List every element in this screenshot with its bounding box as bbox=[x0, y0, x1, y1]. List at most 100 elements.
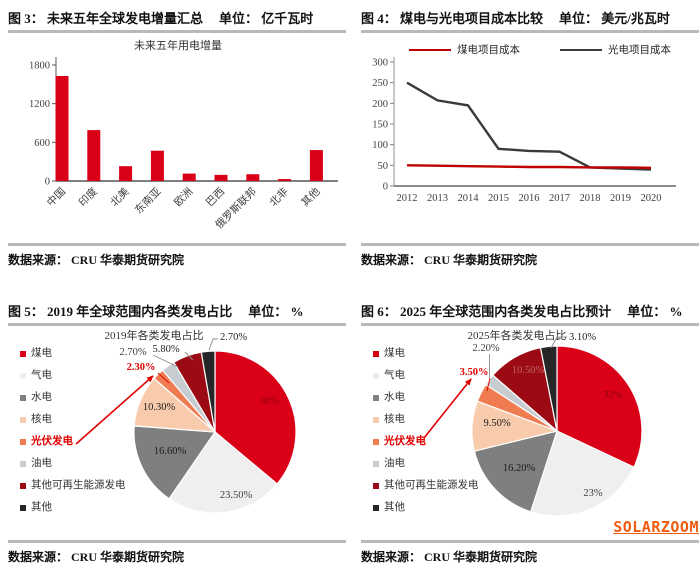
pie-slice-煤电 bbox=[214, 350, 297, 485]
legend-label: 光伏发电 bbox=[31, 436, 73, 447]
legend-item-光伏发电: 光伏发电 bbox=[20, 435, 126, 448]
figure-6: 图 6： 2025 年全球范围内各类发电占比预计 单位： % SOLARZOOM… bbox=[361, 301, 699, 565]
legend-item-水电: 水电 bbox=[20, 391, 126, 404]
legend-item-其他: 其他 bbox=[20, 501, 126, 514]
legend-swatch bbox=[373, 460, 379, 467]
figure-6-source: 数据来源： CRU 华泰期货研究院 bbox=[361, 550, 537, 564]
legend-item-水电: 水电 bbox=[373, 391, 479, 404]
solar-callout-arrow bbox=[423, 378, 472, 439]
slice-label-煤电: 36% bbox=[260, 396, 280, 407]
legend-item: 光电项目成本 bbox=[560, 42, 671, 57]
divider bbox=[361, 243, 699, 246]
pie-slice-气电 bbox=[529, 430, 635, 517]
legend-item-煤电: 煤电 bbox=[20, 347, 126, 360]
chart-label: 150 bbox=[372, 120, 388, 131]
bar-巴西 bbox=[214, 174, 228, 181]
line-chart-fig4: 煤电项目成本 光电项目成本 0 50 100 150 200 250 300 2012 2013 20… bbox=[361, 33, 699, 241]
chart-label: 200 bbox=[372, 99, 388, 110]
chart-label: 1800 bbox=[29, 61, 50, 72]
x-label: 北非 bbox=[267, 185, 291, 209]
slice-label-油电: 2.20% bbox=[472, 343, 499, 354]
divider bbox=[361, 540, 699, 543]
legend-line-swatch bbox=[409, 48, 451, 51]
bar-印度 bbox=[87, 130, 101, 181]
slice-label-水电: 16.20% bbox=[503, 463, 536, 474]
legend-item-核电: 核电 bbox=[373, 413, 479, 426]
x-label: 2012 bbox=[397, 193, 418, 204]
series-line-煤电项目成本 bbox=[406, 164, 652, 169]
legend-swatch bbox=[373, 482, 379, 489]
legend-swatch bbox=[373, 394, 379, 401]
bar-东南亚 bbox=[150, 150, 164, 181]
chart-label: 0 bbox=[45, 177, 50, 188]
slice-label-核电: 9.50% bbox=[483, 418, 510, 429]
divider bbox=[8, 540, 346, 543]
legend-label: 核电 bbox=[384, 414, 405, 425]
legend-item-核电: 核电 bbox=[20, 413, 126, 426]
x-label: 巴西 bbox=[204, 186, 227, 209]
legend-item-其他可再生能源发电: 其他可再生能源发电 bbox=[373, 479, 479, 492]
figure-5-title: 图 5： 2019 年全球范围内各类发电占比 单位： % bbox=[8, 301, 346, 321]
legend-item-油电: 油电 bbox=[373, 457, 479, 470]
legend-label: 油电 bbox=[31, 458, 52, 469]
x-label: 2020 bbox=[641, 193, 662, 204]
legend-swatch bbox=[373, 438, 379, 445]
label-leader bbox=[152, 354, 179, 368]
figure-3-unit: 单位： 亿千瓦时 bbox=[219, 11, 314, 26]
pie-legend: 煤电 气电 水电 核电 光伏发电 油电 其他可再生能源发电 其他 bbox=[373, 347, 479, 514]
chart-label: 0 bbox=[383, 182, 388, 193]
pie-slice-气电 bbox=[168, 431, 278, 514]
legend-swatch bbox=[20, 394, 26, 401]
figure-3-source: 数据来源： CRU 华泰期货研究院 bbox=[8, 253, 184, 267]
legend-swatch bbox=[20, 460, 26, 467]
chart-title: 2025年各类发电占比 bbox=[468, 328, 567, 342]
pie-chart-fig6: SOLARZOOM 煤电 气电 水电 核电 光伏发电 油电 其他可再生能源发电 其他 2025年… bbox=[361, 326, 699, 538]
chart-label: 1200 bbox=[29, 99, 50, 110]
pie-slice-水电 bbox=[473, 430, 558, 513]
legend-item-其他: 其他 bbox=[373, 501, 479, 514]
legend-label: 其他 bbox=[384, 502, 405, 513]
slice-label-煤电: 32% bbox=[603, 390, 623, 401]
bar-俄罗斯联邦 bbox=[246, 174, 260, 181]
pie-slice-煤电 bbox=[556, 345, 643, 468]
label-leader bbox=[550, 336, 567, 349]
chart-label: 600 bbox=[34, 138, 50, 149]
bar-北非 bbox=[278, 179, 292, 181]
legend-label: 光电项目成本 bbox=[608, 45, 671, 56]
x-label: 2018 bbox=[580, 193, 601, 204]
slice-label-水电: 16.60% bbox=[154, 446, 187, 457]
chart-title: 2019年各类发电占比 bbox=[105, 328, 204, 342]
line-chart-svg: 0 50 100 150 200 250 300 2012 2013 2014 2015 2016 20… bbox=[372, 57, 676, 204]
x-label: 中国 bbox=[44, 185, 68, 209]
figure-4-title: 图 4： 煤电与光电项目成本比较 单位： 美元/兆瓦时 bbox=[361, 8, 699, 28]
divider bbox=[8, 243, 346, 246]
figure-3-title: 图 3： 未来五年全球发电增量汇总 单位： 亿千瓦时 bbox=[8, 8, 346, 28]
legend-label: 气电 bbox=[31, 370, 52, 381]
x-label: 2015 bbox=[488, 193, 509, 204]
legend-item: 煤电项目成本 bbox=[409, 42, 520, 57]
x-label: 2019 bbox=[610, 193, 631, 204]
chart-label: 250 bbox=[372, 78, 388, 89]
legend-swatch bbox=[20, 416, 26, 423]
bar-欧洲 bbox=[182, 173, 196, 181]
legend-swatch bbox=[373, 350, 379, 357]
slice-label-气电: 23% bbox=[583, 488, 603, 499]
legend-swatch bbox=[20, 504, 26, 511]
x-label: 印度 bbox=[76, 185, 100, 209]
chart-title: 未来五年用电增量 bbox=[134, 38, 222, 52]
pie-slice-水电 bbox=[133, 425, 217, 500]
slice-label-其他: 3.10% bbox=[569, 332, 596, 343]
x-label: 其他 bbox=[298, 185, 322, 209]
legend-label: 其他可再生能源发电 bbox=[384, 480, 479, 491]
legend-label: 气电 bbox=[384, 370, 405, 381]
legend-swatch bbox=[373, 416, 379, 423]
chart-label: 100 bbox=[372, 140, 388, 151]
figure-4: 图 4： 煤电与光电项目成本比较 单位： 美元/兆瓦时 煤电项目成本 光电项目成本… bbox=[361, 8, 699, 268]
legend-swatch bbox=[20, 350, 26, 357]
legend-swatch bbox=[373, 504, 379, 511]
figure-4-source: 数据来源： CRU 华泰期货研究院 bbox=[361, 253, 537, 267]
slice-label-其他可再生能源发电: 10.50% bbox=[512, 365, 545, 376]
slice-label-光伏发电: 3.50% bbox=[460, 367, 489, 378]
